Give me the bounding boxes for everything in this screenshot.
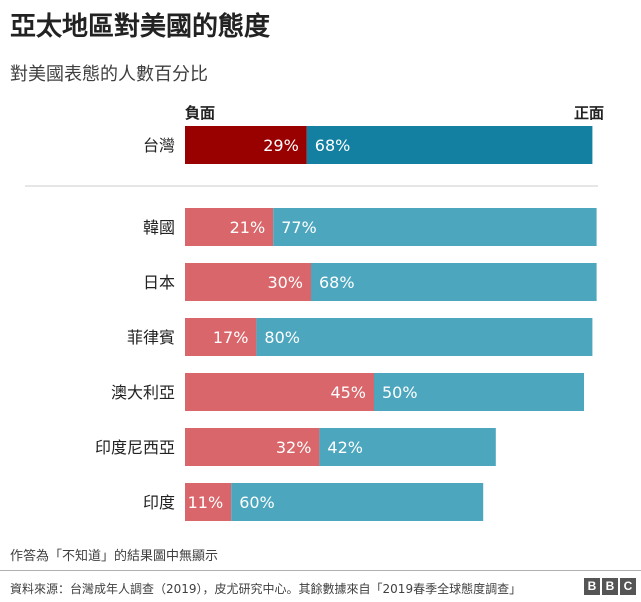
category-label-row-3: 菲律賓 [127,328,175,347]
data-label-positive-row-1: 77% [281,218,317,237]
category-label-featured: 台灣 [143,136,175,155]
category-label-row-4: 澳大利亞 [111,383,175,402]
chart-title: 亞太地區對美國的態度 [10,12,271,42]
data-label-positive-row-3: 80% [264,328,300,347]
data-label-positive-row-6: 60% [239,493,275,512]
data-label-positive-row-2: 68% [319,273,355,292]
header-label-positive: 正面 [574,104,604,122]
data-label-positive-row-5: 42% [327,438,363,457]
chart-subtitle: 對美國表態的人數百分比 [10,64,208,85]
bar-positive-featured [306,126,593,164]
bar-negative-row-3 [185,318,257,356]
data-label-negative-featured: 29% [263,136,299,155]
bar-negative-row-1 [185,208,274,246]
bar-negative-row-6 [185,483,232,521]
bar-positive-row-4 [374,373,584,411]
bar-negative-row-5 [185,428,320,466]
bbc-logo-letter-1: B [584,578,600,595]
footnote: 作答為「不知道」的結果圖中無顯示 [10,549,219,564]
bar-positive-row-2 [311,263,597,301]
source-text: 資料來源：台灣成年人調查（2019），皮尤研究中心。其餘數據來自「2019春季全… [10,582,522,596]
data-label-negative-row-3: 17% [213,328,249,347]
data-label-negative-row-1: 21% [230,218,266,237]
bar-positive-row-6 [231,483,484,521]
footer-divider [0,570,641,571]
bar-positive-row-5 [319,428,496,466]
data-label-negative-row-5: 32% [276,438,312,457]
bar-positive-row-3 [256,318,593,356]
data-label-negative-row-6: 11% [188,493,224,512]
bar-positive-row-1 [273,208,597,246]
bbc-logo-letter-2: B [602,578,618,595]
data-label-negative-row-2: 30% [267,273,303,292]
bar-negative-featured [185,126,307,164]
header-label-negative: 負面 [185,104,215,122]
data-label-negative-row-4: 45% [330,383,366,402]
bar-negative-row-2 [185,263,311,301]
bar-negative-row-4 [185,373,374,411]
category-label-row-1: 韓國 [143,218,175,237]
category-label-row-6: 印度 [143,493,175,512]
category-label-row-2: 日本 [143,273,175,292]
data-label-positive-row-4: 50% [382,383,418,402]
category-label-row-5: 印度尼西亞 [95,438,175,457]
data-label-positive-featured: 68% [315,136,351,155]
bbc-logo-letter-3: C [620,578,636,595]
bbc-logo: B B C [584,578,636,595]
